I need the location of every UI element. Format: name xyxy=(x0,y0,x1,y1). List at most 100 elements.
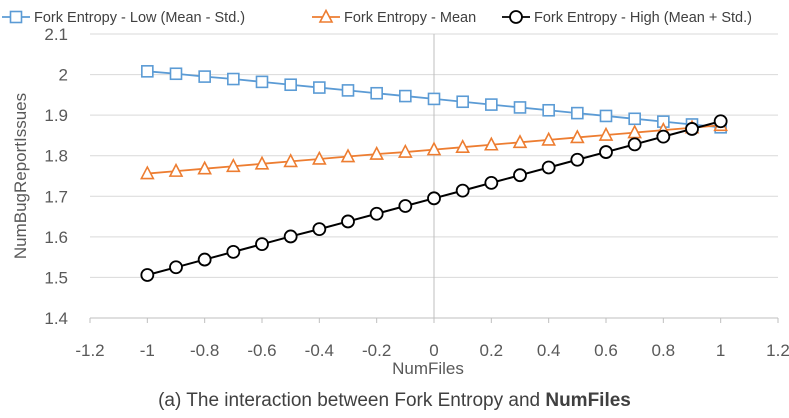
series-3 xyxy=(140,114,728,282)
data-point xyxy=(628,112,641,126)
data-point xyxy=(197,160,212,175)
data-point xyxy=(485,98,498,111)
legend-item: Fork Entropy - Low (Mean - Std.) xyxy=(2,10,245,26)
data-point xyxy=(513,101,527,114)
data-point xyxy=(313,81,326,94)
data-point xyxy=(283,153,298,168)
x-tick-label: 0.4 xyxy=(537,341,561,360)
figure-caption: (a) The interaction between Fork Entropy… xyxy=(0,390,789,412)
data-point xyxy=(312,150,327,165)
caption-bold-text: NumFiles xyxy=(545,390,631,411)
y-tick-label: 1.8 xyxy=(44,147,68,166)
x-tick-label: 1 xyxy=(716,341,725,360)
data-point xyxy=(169,67,183,81)
data-point xyxy=(571,106,584,120)
x-tick-label: -0.8 xyxy=(190,341,219,360)
data-point xyxy=(340,148,356,163)
x-tick-label: -0.4 xyxy=(305,341,334,360)
data-point xyxy=(713,114,728,129)
y-tick-label: 1.9 xyxy=(44,106,68,125)
data-point xyxy=(570,152,585,167)
data-point xyxy=(140,268,155,282)
data-point xyxy=(570,129,585,144)
data-point xyxy=(513,168,527,183)
data-point xyxy=(141,65,154,78)
data-point xyxy=(542,103,555,117)
y-tick-label: 2 xyxy=(59,66,68,85)
x-tick-label: 1.2 xyxy=(766,341,789,360)
legend-marker xyxy=(318,8,334,23)
tick-labels: 1.4 1.5 1.6 1.7 1.8 1.9 2 2.1 -1.2 -1 -0.8 -0.6 -0.4… xyxy=(44,25,789,360)
data-point xyxy=(255,237,269,252)
legend-label: Fork Entropy - Mean xyxy=(344,10,476,26)
data-point xyxy=(627,137,642,152)
y-axis-label: NumBugReportIssues xyxy=(11,93,30,259)
data-point xyxy=(685,122,699,136)
data-point xyxy=(512,134,528,149)
x-tick-label: -0.2 xyxy=(362,341,391,360)
data-point xyxy=(284,78,297,92)
caption-text: (a) The interaction between Fork Entropy… xyxy=(158,390,546,411)
data-point xyxy=(484,175,499,190)
data-point xyxy=(370,86,383,100)
data-point xyxy=(369,206,384,221)
data-point xyxy=(168,162,184,177)
x-tick-label: 0.8 xyxy=(652,341,676,360)
y-tick-label: 1.6 xyxy=(44,228,68,247)
data-point xyxy=(341,214,355,229)
data-point xyxy=(197,252,212,267)
series-1 xyxy=(141,65,727,134)
data-point xyxy=(656,129,671,144)
data-point xyxy=(599,109,613,123)
data-point xyxy=(426,141,442,156)
legend-item: Fork Entropy - High (Mean + Std.) xyxy=(502,10,752,26)
data-point xyxy=(312,222,327,237)
data-point xyxy=(484,136,499,151)
data-point xyxy=(140,165,155,180)
x-tick-label: -1.2 xyxy=(75,341,104,360)
x-tick-label: 0.6 xyxy=(594,341,618,360)
legend-marker xyxy=(9,10,23,24)
x-tick-label: 0 xyxy=(429,341,438,360)
data-point xyxy=(427,92,441,106)
series-2 xyxy=(140,117,728,180)
series-group xyxy=(140,65,728,282)
x-axis-label: NumFiles xyxy=(392,359,464,378)
x-tick-label: -0.6 xyxy=(247,341,276,360)
data-point xyxy=(198,70,211,83)
data-point xyxy=(541,131,556,146)
y-tick-label: 1.7 xyxy=(44,187,68,206)
data-point xyxy=(226,158,241,173)
legend-marker xyxy=(509,10,523,24)
data-point xyxy=(283,229,298,244)
legend: Fork Entropy - Low (Mean - Std.) Fork Ent… xyxy=(2,8,752,26)
data-point xyxy=(254,155,270,170)
y-tick-label: 1.5 xyxy=(44,268,68,287)
data-point xyxy=(598,126,614,141)
data-point xyxy=(369,145,384,160)
data-point xyxy=(341,84,355,97)
data-point xyxy=(427,191,441,206)
legend-label: Fork Entropy - High (Mean + Std.) xyxy=(534,10,752,26)
legend-item: Fork Entropy - Mean xyxy=(312,8,476,26)
data-point xyxy=(456,95,469,109)
data-point xyxy=(398,143,413,158)
data-point xyxy=(455,183,470,198)
data-point xyxy=(255,75,269,89)
data-point xyxy=(226,244,241,259)
y-tick-label: 2.1 xyxy=(44,25,68,44)
data-point xyxy=(599,145,613,159)
line-chart: 1.4 1.5 1.6 1.7 1.8 1.9 2 2.1 -1.2 -1 -0.8 -0.6 -0.4… xyxy=(2,8,789,378)
x-tick-label: 0.2 xyxy=(480,341,504,360)
legend-label: Fork Entropy - Low (Mean - Std.) xyxy=(34,10,245,26)
data-point xyxy=(455,138,470,153)
y-tick-label: 1.4 xyxy=(44,309,68,328)
x-tick-label: -1 xyxy=(140,341,155,360)
axes xyxy=(89,34,779,323)
data-point xyxy=(169,260,183,275)
data-point xyxy=(398,199,413,213)
data-point xyxy=(227,72,240,86)
data-point xyxy=(399,89,412,103)
data-point xyxy=(541,160,556,175)
